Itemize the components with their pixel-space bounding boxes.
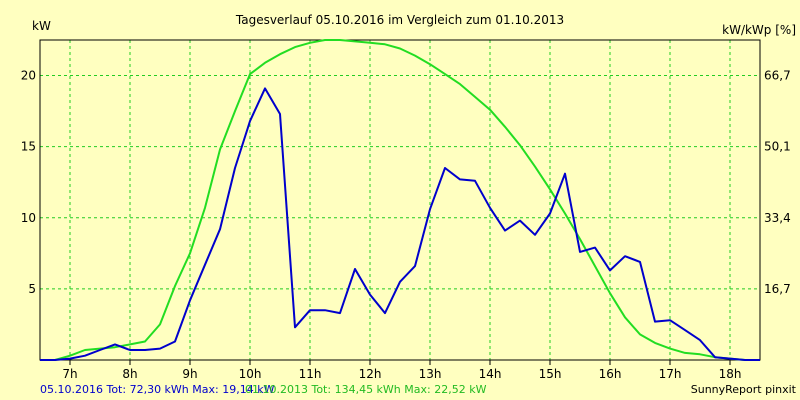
grid — [40, 40, 760, 360]
x-tick-label: 14h — [479, 367, 502, 381]
y-tick-label-right: 33,4 — [764, 211, 791, 225]
x-tick-label: 8h — [122, 367, 137, 381]
y-tick-label-right: 16,7 — [764, 282, 791, 296]
ticks: 7h 8h 9h 10h 11h 12h 13h 14h 15h 16h 17h 18h 5 10 15 20… — [21, 69, 791, 381]
x-tick-label: 12h — [359, 367, 382, 381]
footer-series1: 05.10.2016 Tot: 72,30 kWh Max: 19,14 kW — [40, 383, 275, 396]
x-tick-label: 7h — [62, 367, 77, 381]
x-tick-label: 11h — [299, 367, 322, 381]
y-tick-label-right: 50,1 — [764, 140, 791, 154]
y-axis-left-label: kW — [32, 19, 51, 33]
x-tick-label: 13h — [419, 367, 442, 381]
x-tick-label: 16h — [599, 367, 622, 381]
series-line-05.10.2016 — [40, 87, 760, 361]
x-tick-label: 15h — [539, 367, 562, 381]
x-tick-label: 9h — [182, 367, 197, 381]
x-tick-label: 17h — [659, 367, 682, 381]
footer-credit: SunnyReport pinxit — [691, 383, 797, 396]
y-tick-label-right: 66,7 — [764, 69, 791, 83]
y-tick-label-left: 10 — [21, 211, 36, 225]
y-tick-label-left: 5 — [28, 282, 36, 296]
x-tick-label: 18h — [719, 367, 742, 381]
y-tick-label-left: 15 — [21, 140, 36, 154]
chart-title: Tagesverlauf 05.10.2016 im Vergleich zum… — [235, 13, 564, 27]
plot-frame — [39, 39, 761, 361]
y-tick-label-left: 20 — [21, 69, 36, 83]
series-group — [40, 39, 760, 361]
y-axis-right-label: kW/kWp [%] — [722, 23, 796, 37]
footer-series2: 01.10.2013 Tot: 134,45 kWh Max: 22,52 kW — [245, 383, 487, 396]
x-tick-label: 10h — [239, 367, 262, 381]
series-line-01.10.2013 — [40, 39, 760, 361]
